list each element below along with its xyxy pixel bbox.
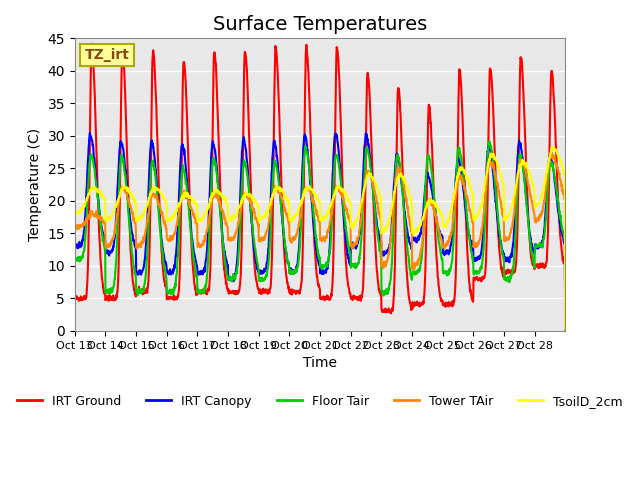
Tower TAir <box>292 232 300 238</box>
IRT Ground <box>293 289 301 295</box>
Floor Tair <box>80 248 88 253</box>
Y-axis label: Temperature (C): Temperature (C) <box>28 128 42 241</box>
Floor Tair <box>485 138 493 144</box>
TsoilD_2cm <box>409 229 417 235</box>
Title: Surface Temperatures: Surface Temperatures <box>213 15 427 34</box>
TsoilD_2cm <box>159 193 166 199</box>
IRT Ground <box>322 294 330 300</box>
Line: Floor Tair: Floor Tair <box>75 141 565 330</box>
TsoilD_2cm <box>71 210 79 216</box>
IRT Canopy <box>322 270 330 276</box>
Line: Tower TAir: Tower TAir <box>75 153 565 333</box>
TsoilD_2cm <box>292 211 300 217</box>
Line: IRT Ground: IRT Ground <box>75 44 565 332</box>
IRT Canopy <box>409 236 417 241</box>
Line: TsoilD_2cm: TsoilD_2cm <box>75 147 565 329</box>
Tower TAir <box>561 330 569 336</box>
Tower TAir <box>530 209 538 215</box>
IRT Canopy <box>561 327 569 333</box>
Tower TAir <box>409 263 417 269</box>
X-axis label: Time: Time <box>303 356 337 370</box>
Floor Tair <box>159 248 166 254</box>
TsoilD_2cm <box>561 326 569 332</box>
Floor Tair <box>292 269 300 275</box>
IRT Canopy <box>530 249 538 255</box>
IRT Canopy <box>159 246 166 252</box>
Tower TAir <box>548 150 556 156</box>
TsoilD_2cm <box>322 215 330 220</box>
IRT Ground <box>530 264 538 270</box>
IRT Ground <box>159 264 166 270</box>
TsoilD_2cm <box>530 182 538 188</box>
Line: IRT Canopy: IRT Canopy <box>75 133 565 330</box>
Floor Tair <box>71 256 79 262</box>
Floor Tair <box>322 263 330 269</box>
Tower TAir <box>159 213 166 219</box>
IRT Ground <box>88 41 95 47</box>
IRT Canopy <box>71 244 79 250</box>
Legend: IRT Ground, IRT Canopy, Floor Tair, Tower TAir, TsoilD_2cm: IRT Ground, IRT Canopy, Floor Tair, Towe… <box>12 390 628 413</box>
IRT Canopy <box>86 130 93 136</box>
IRT Canopy <box>293 264 301 270</box>
IRT Ground <box>561 329 569 335</box>
Tower TAir <box>322 234 330 240</box>
IRT Canopy <box>80 228 88 234</box>
Floor Tair <box>409 271 417 276</box>
Tower TAir <box>71 223 79 229</box>
IRT Ground <box>71 295 79 300</box>
IRT Ground <box>80 296 88 302</box>
Floor Tair <box>561 327 569 333</box>
Tower TAir <box>80 219 88 225</box>
IRT Ground <box>409 302 417 308</box>
TsoilD_2cm <box>80 203 88 209</box>
Text: TZ_irt: TZ_irt <box>84 48 129 62</box>
Floor Tair <box>530 260 538 266</box>
TsoilD_2cm <box>548 144 556 150</box>
